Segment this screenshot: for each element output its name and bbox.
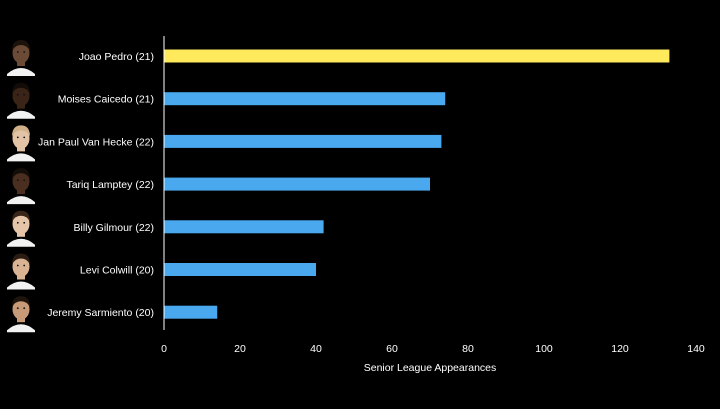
bar-2 [164, 134, 442, 148]
x-tick-labels: 0 20 40 60 80 100 120 140 [161, 343, 705, 355]
player-avatar-icon [7, 253, 35, 290]
bar-0 [164, 49, 670, 63]
x-tick-label: 60 [386, 343, 398, 355]
player-avatar-icon [7, 210, 35, 247]
x-tick-label: 120 [611, 343, 629, 355]
category-label: Jan Paul Van Hecke (22) [38, 136, 154, 148]
bar-6 [164, 305, 218, 319]
player-avatar-icon [7, 168, 35, 205]
bar-series [164, 49, 670, 319]
bar-1 [164, 92, 446, 106]
category-label: Moises Caicedo (21) [58, 94, 154, 106]
x-tick-label: 20 [234, 343, 246, 355]
x-tick-label: 140 [687, 343, 705, 355]
category-label: Levi Colwill (20) [80, 265, 154, 277]
avatar-column [7, 40, 35, 333]
category-label: Jeremy Sarmiento (20) [47, 307, 154, 319]
category-label: Billy Gilmour (22) [73, 222, 154, 234]
category-label: Joao Pedro (21) [79, 51, 154, 63]
x-tick-label: 100 [535, 343, 553, 355]
x-tick-label: 0 [161, 343, 167, 355]
player-avatar-icon [7, 125, 35, 162]
bar-5 [164, 263, 316, 276]
player-avatar-icon [7, 40, 35, 76]
x-tick-label: 80 [462, 343, 474, 355]
bar-3 [164, 177, 430, 191]
player-avatar-icon [7, 82, 35, 119]
category-label: Tariq Lamptey (22) [66, 179, 154, 191]
player-avatar-icon [7, 296, 35, 333]
bar-4 [164, 220, 324, 234]
category-labels: Joao Pedro (21) Moises Caicedo (21) Jan Pa… [38, 51, 154, 319]
x-axis-label: Senior League Appearances [364, 362, 497, 374]
x-tick-label: 40 [310, 343, 322, 355]
